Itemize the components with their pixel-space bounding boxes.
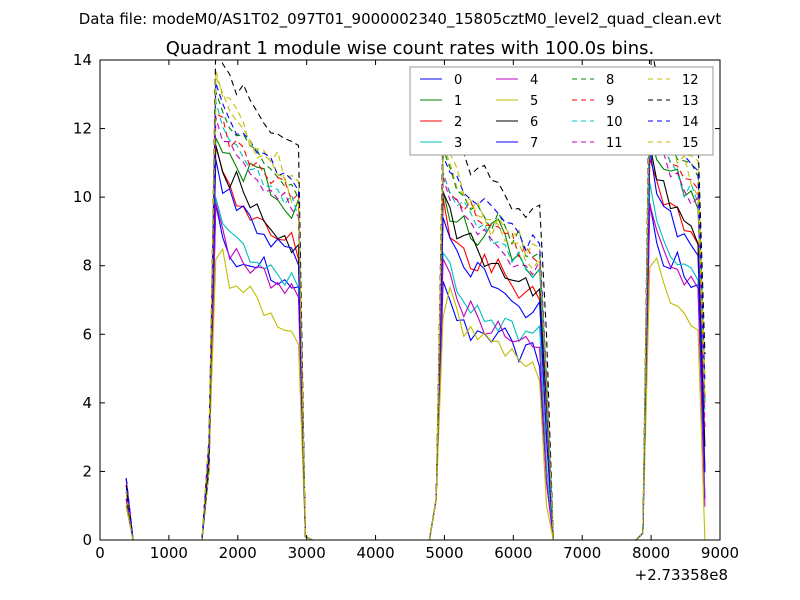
- legend-label-10: 10: [606, 115, 623, 130]
- y-tick-label: 2: [82, 462, 92, 480]
- y-tick-label: 6: [82, 325, 92, 343]
- x-tick-label: 4000: [356, 544, 394, 562]
- series-line-6: [125, 143, 706, 540]
- legend-label-4: 4: [530, 73, 538, 88]
- series-line-7: [125, 148, 706, 540]
- legend-label-14: 14: [682, 115, 699, 130]
- series-line-4: [125, 202, 706, 540]
- series-line-1: [125, 132, 706, 540]
- y-tick-label: 8: [82, 257, 92, 275]
- x-tick-label: 0: [95, 544, 105, 562]
- axes-frame: [99, 59, 721, 541]
- legend-label-7: 7: [530, 136, 538, 151]
- legend-label-15: 15: [682, 136, 699, 151]
- y-tick-label: 0: [82, 531, 92, 549]
- x-tick-label: 8000: [632, 544, 670, 562]
- plot-area: [125, 60, 706, 540]
- x-tick-label: 9000: [701, 544, 739, 562]
- legend-label-0: 0: [454, 73, 462, 88]
- series-line-9: [125, 112, 706, 540]
- x-tick-label: 3000: [288, 544, 326, 562]
- legend-label-12: 12: [682, 73, 699, 88]
- y-tick-label: 12: [73, 120, 92, 138]
- series-line-14: [125, 80, 706, 540]
- legend-label-13: 13: [682, 94, 699, 109]
- legend-label-3: 3: [454, 136, 462, 151]
- series-line-13: [125, 60, 706, 540]
- legend-label-9: 9: [606, 94, 614, 109]
- legend-label-8: 8: [606, 73, 614, 88]
- x-axis-offset-label: +2.73358e8: [635, 566, 728, 584]
- legend-label-1: 1: [454, 94, 462, 109]
- y-tick-label: 10: [73, 188, 92, 206]
- series-line-8: [125, 80, 706, 540]
- y-tick-label: 14: [73, 51, 92, 69]
- series-line-5: [125, 247, 706, 540]
- legend-label-11: 11: [606, 136, 623, 151]
- legend-label-2: 2: [454, 115, 462, 130]
- x-tick-label: 5000: [425, 544, 463, 562]
- series-line-3: [125, 182, 706, 540]
- chart-title: Quadrant 1 module wise count rates with …: [166, 38, 655, 59]
- x-tick-label: 2000: [219, 544, 257, 562]
- legend-label-6: 6: [530, 115, 538, 130]
- chart-suptitle: Data file: modeM0/AS1T02_097T01_90000023…: [79, 10, 722, 29]
- x-tick-label: 7000: [563, 544, 601, 562]
- legend-label-5: 5: [530, 94, 538, 109]
- series-line-0: [125, 203, 706, 540]
- x-tick-label: 1000: [150, 544, 188, 562]
- axis-ticks: 0 1000 2000 3000 4000 5000 6000 7000 8000 9000 0 2 4…: [73, 51, 739, 562]
- legend-box: [409, 66, 714, 156]
- y-tick-label: 4: [82, 394, 92, 412]
- x-tick-label: 6000: [494, 544, 532, 562]
